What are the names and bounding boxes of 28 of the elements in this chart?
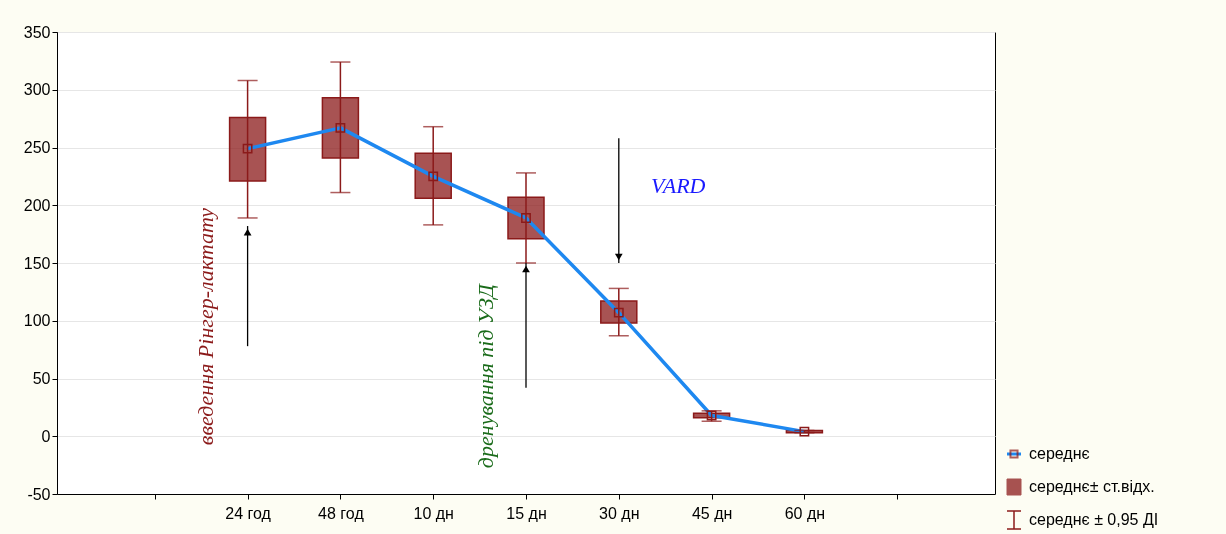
point — [335, 122, 346, 133]
y-tick-label: 0 — [41, 427, 51, 445]
point — [242, 143, 253, 154]
y-tick-label: 100 — [23, 312, 51, 330]
y-tick-label: 250 — [23, 139, 51, 156]
annotation: введення Рінгер-лактату — [192, 207, 218, 446]
y-tick-label: 50 — [32, 370, 51, 387]
y-tick-label: 350 — [23, 23, 51, 41]
x-tick-label: 24 год — [225, 504, 272, 522]
point — [706, 410, 717, 421]
y-tick-label: 300 — [23, 81, 51, 99]
legend-label: середнє± ст.відх. — [1029, 478, 1155, 495]
legend-label: середнє — [1029, 445, 1090, 462]
x-tick-label: 30 дн — [599, 504, 640, 522]
x-tick-label: 48 год — [318, 504, 365, 522]
x-tick-label: 15 дн — [506, 504, 547, 522]
point — [428, 171, 439, 182]
x-tick-label: 60 дн — [784, 504, 826, 522]
point — [799, 426, 810, 437]
x-tick-label: 10 дн — [413, 504, 454, 522]
point — [521, 213, 531, 223]
y-tick-label: 150 — [23, 254, 51, 272]
annotation: VARD — [650, 172, 706, 198]
legend-label: середнє ± 0,95 ДІ — [1029, 511, 1159, 528]
x-tick-label: 45 дн — [691, 504, 733, 522]
y-tick-label: -50 — [27, 485, 51, 503]
y-tick-label: 200 — [23, 196, 51, 214]
annotation: дренування під УЗД — [473, 283, 499, 469]
